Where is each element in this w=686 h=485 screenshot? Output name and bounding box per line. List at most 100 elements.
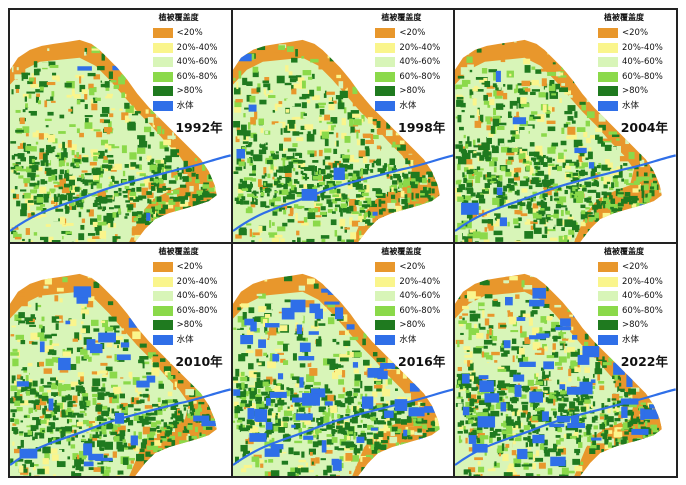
legend-item: 水体: [152, 99, 225, 114]
legend: 植被覆盖度 <20% 20%-40% 40%-60% 60%-80% >80% 水体: [152, 14, 225, 114]
legend-label: 40%-60%: [622, 291, 663, 301]
legend-swatch: [598, 276, 618, 287]
legend-swatch: [375, 57, 396, 68]
legend-label: 60%-80%: [622, 71, 663, 82]
legend-swatch: [152, 291, 173, 302]
legend-label: >80%: [622, 86, 649, 96]
legend-swatch: [598, 42, 618, 53]
vegetation-map: [10, 273, 231, 476]
legend-item: 20%-40%: [375, 275, 447, 290]
legend-label: 20%-40%: [176, 42, 218, 53]
legend-swatch: [598, 100, 618, 111]
legend-item: 水体: [375, 99, 447, 114]
legend-label: 40%-60%: [399, 291, 441, 301]
river: [455, 154, 676, 232]
river: [232, 154, 454, 232]
year-label: 2022年: [620, 354, 668, 369]
legend-item: <20%: [152, 26, 225, 41]
map-grid: 植被覆盖度 <20% 20%-40% 40%-60% 60%-80% >80% 水体 1992…: [8, 8, 678, 478]
year-label: 2016年: [398, 354, 446, 369]
year-label: 1998年: [398, 120, 446, 135]
legend-item: <20%: [152, 260, 225, 275]
legend-swatch: [598, 320, 618, 331]
legend-swatch: [598, 305, 618, 316]
legend-swatch: [152, 100, 173, 111]
map-panel-2004: 植被覆盖度 <20% 20%-40% 40%-60% 60%-80% >80% 水体 2004…: [454, 9, 677, 243]
legend-swatch: [375, 262, 396, 273]
legend-label: 20%-40%: [622, 42, 663, 53]
legend-swatch: [375, 86, 396, 97]
legend-item: 40%-60%: [152, 289, 225, 304]
legend: 植被覆盖度 <20% 20%-40% 40%-60% 60%-80% >80% 水体: [598, 14, 670, 113]
legend-swatch: [152, 276, 173, 287]
legend-swatch: [375, 100, 396, 111]
legend-item: 20%-40%: [152, 275, 225, 290]
legend-swatch: [375, 71, 396, 82]
legend-swatch: [152, 57, 173, 68]
river: [232, 388, 454, 466]
legend-item: 60%-80%: [375, 70, 447, 85]
legend-swatch: [375, 320, 396, 331]
legend-label: >80%: [399, 320, 426, 330]
legend-label: 水体: [176, 100, 194, 111]
legend-item: 60%-80%: [598, 304, 670, 319]
legend-swatch: [598, 28, 618, 39]
legend-swatch: [152, 42, 173, 53]
river: [10, 388, 231, 466]
legend-swatch: [598, 334, 618, 345]
legend-item: 20%-40%: [152, 41, 225, 56]
legend-item: 水体: [152, 333, 225, 348]
legend-label: 40%-60%: [176, 291, 218, 301]
map-panel-2022: 植被覆盖度 <20% 20%-40% 40%-60% 60%-80% >80% 水体 2022…: [454, 243, 677, 477]
legend-item: 20%-40%: [598, 275, 670, 290]
legend-label: >80%: [399, 86, 426, 96]
legend-item: 40%-60%: [598, 55, 670, 70]
map-panel-2010: 植被覆盖度 <20% 20%-40% 40%-60% 60%-80% >80% 水体 2010…: [9, 243, 232, 477]
year-label: 1992年: [175, 120, 223, 135]
legend-label: 60%-80%: [176, 305, 218, 316]
legend-item: >80%: [152, 318, 225, 333]
legend-item: <20%: [598, 260, 670, 275]
legend-label: 40%-60%: [176, 57, 218, 67]
legend-swatch: [598, 57, 618, 68]
legend-label: 20%-40%: [176, 276, 218, 287]
legend-label: >80%: [176, 320, 203, 330]
legend-item: <20%: [375, 260, 447, 275]
legend-swatch: [375, 334, 396, 345]
legend-swatch: [375, 305, 396, 316]
legend-swatch: [375, 28, 396, 39]
map-panel-1998: 植被覆盖度 <20% 20%-40% 40%-60% 60%-80% >80% 水体 1998…: [231, 9, 455, 243]
legend-item: 60%-80%: [375, 304, 447, 319]
legend-item: 水体: [375, 333, 447, 348]
legend-item: >80%: [598, 318, 670, 333]
legend-swatch: [152, 71, 173, 82]
legend-label: 水体: [622, 100, 640, 111]
legend-item: 60%-80%: [598, 70, 670, 85]
legend-swatch: [375, 276, 396, 287]
vegetation-map: [232, 39, 454, 242]
legend-item: 60%-80%: [152, 70, 225, 85]
legend-item: >80%: [375, 318, 447, 333]
legend-item: 40%-60%: [375, 55, 447, 70]
vegetation-map: [10, 39, 231, 242]
legend-title: 植被覆盖度: [604, 247, 644, 256]
legend-title: 植被覆盖度: [604, 13, 644, 22]
legend-item: 水体: [598, 99, 670, 114]
legend-label: 水体: [176, 334, 194, 345]
legend-item: <20%: [375, 26, 447, 41]
legend-swatch: [152, 28, 173, 39]
legend-label: <20%: [176, 262, 203, 272]
legend-swatch: [152, 262, 173, 273]
legend-title: 植被覆盖度: [381, 247, 422, 256]
legend-swatch: [598, 291, 618, 302]
legend-item: 60%-80%: [152, 304, 225, 319]
legend-item: 40%-60%: [598, 289, 670, 304]
legend-swatch: [598, 71, 618, 82]
legend-swatch: [152, 320, 173, 331]
legend-swatch: [152, 305, 173, 316]
legend: 植被覆盖度 <20% 20%-40% 40%-60% 60%-80% >80% 水体: [598, 248, 670, 347]
legend-label: 20%-40%: [399, 276, 441, 287]
legend-swatch: [152, 86, 173, 97]
legend-title: 植被覆盖度: [158, 247, 199, 256]
map-panel-1992: 植被覆盖度 <20% 20%-40% 40%-60% 60%-80% >80% 水体 1992…: [9, 9, 232, 243]
